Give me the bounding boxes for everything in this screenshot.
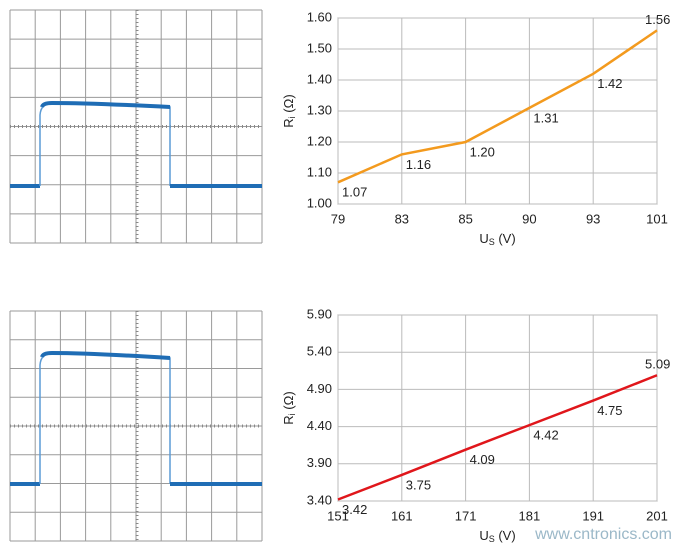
oscilloscope-panels	[9, 9, 263, 542]
data-label: 1.20	[470, 144, 495, 159]
y-tick-label: 5.90	[307, 306, 332, 321]
y-axis-label-part: i	[287, 116, 297, 118]
data-label: 3.42	[342, 502, 367, 517]
y-tick-label: 5.40	[307, 344, 332, 359]
y-tick-label: 3.40	[307, 492, 332, 507]
data-label: 4.75	[597, 403, 622, 418]
data-label: 3.75	[406, 477, 431, 492]
data-label: 1.31	[533, 110, 558, 125]
x-axis-label: US (V)	[479, 528, 515, 544]
waveform	[39, 102, 171, 186]
y-tick-label: 3.90	[307, 455, 332, 470]
x-tick-label: 181	[519, 508, 541, 523]
x-tick-label: 101	[646, 211, 668, 226]
waveform	[40, 100, 171, 109]
data-label: 1.07	[342, 185, 367, 200]
data-line	[337, 374, 658, 501]
y-tick-label: 4.40	[307, 418, 332, 433]
y-tick-label: 1.40	[307, 71, 332, 86]
x-tick-label: 83	[395, 211, 409, 226]
x-tick-label: 161	[391, 508, 413, 523]
x-axis-label-part: U	[479, 231, 488, 246]
y-axis-label-part: i	[287, 413, 297, 415]
y-tick-label: 1.10	[307, 164, 332, 179]
x-tick-label: 85	[458, 211, 472, 226]
y-tick-label: 1.00	[307, 195, 332, 210]
x-tick-label: 191	[582, 508, 604, 523]
y-tick-label: 1.20	[307, 133, 332, 148]
y-tick-label: 1.50	[307, 40, 332, 55]
y-axis-label-part: R	[281, 118, 296, 127]
data-label: 5.09	[645, 357, 670, 372]
data-label: 4.09	[470, 452, 495, 467]
x-axis-label-part: (V)	[495, 231, 516, 246]
y-tick-label: 1.60	[307, 9, 332, 24]
x-tick-label: 201	[646, 508, 668, 523]
data-label: 1.56	[645, 12, 670, 27]
x-tick-label: 93	[586, 211, 600, 226]
y-axis-label: Ri (Ω)	[281, 94, 297, 127]
watermark: www.cntronics.com	[534, 526, 672, 543]
waveform	[40, 350, 171, 360]
x-axis-label-part: U	[479, 528, 488, 543]
x-tick-label: 90	[522, 211, 536, 226]
x-axis-label-part: S	[489, 237, 495, 247]
x-axis-label-part: S	[489, 534, 495, 544]
x-tick-label: 171	[455, 508, 477, 523]
x-axis-label-part: (V)	[495, 528, 516, 543]
y-axis-label-part: (Ω)	[281, 94, 296, 116]
data-label: 1.16	[406, 157, 431, 172]
data-line	[337, 29, 658, 184]
y-axis-label: Ri (Ω)	[281, 391, 297, 424]
x-axis-label: US (V)	[479, 231, 515, 247]
waveform	[39, 352, 171, 484]
data-label: 4.42	[533, 428, 558, 443]
data-label: 1.42	[597, 76, 622, 91]
y-axis-label-part: (Ω)	[281, 391, 296, 413]
x-tick-label: 79	[331, 211, 345, 226]
y-tick-label: 4.90	[307, 381, 332, 396]
y-tick-label: 1.30	[307, 102, 332, 117]
x-tick-label: 151	[327, 508, 349, 523]
y-axis-label-part: R	[281, 415, 296, 424]
